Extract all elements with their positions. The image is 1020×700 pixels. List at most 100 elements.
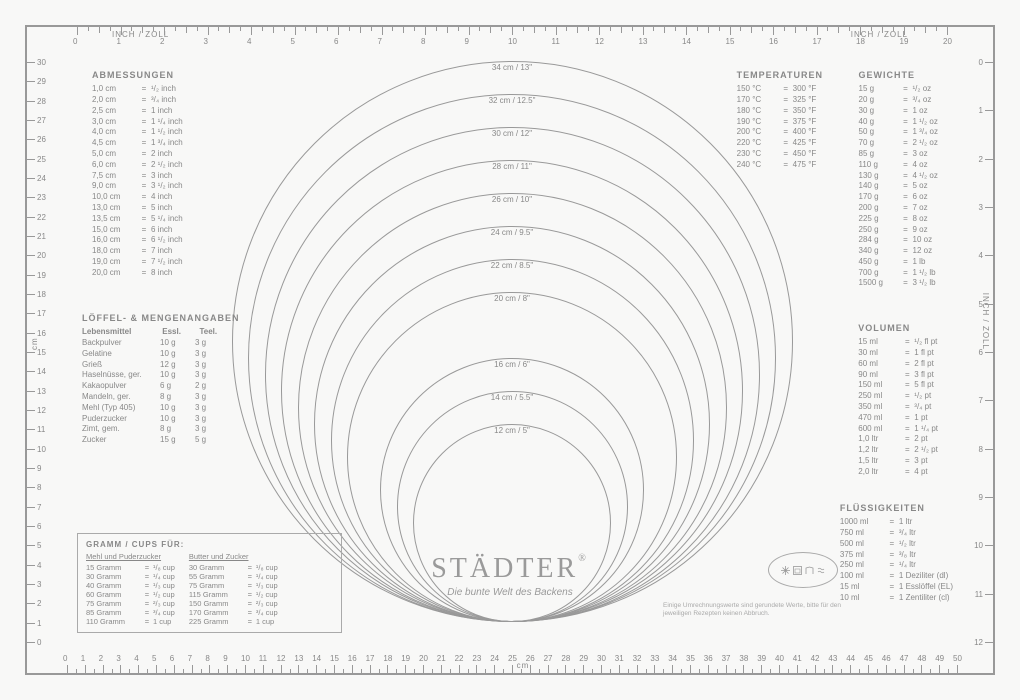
gramm-cups-box: GRAMM / CUPS FÜR: Mehl und Puderzucker 1…	[77, 533, 342, 633]
table-row: 15 ml=1 Esslöffel (EL)	[840, 582, 953, 593]
table-row: 30 Gramm=¹/₄ cup	[86, 572, 175, 581]
table-row: 150 Gramm=²/₃ cup	[189, 599, 278, 608]
ruler-bottom-num: 37	[722, 654, 731, 663]
table-row: 85 Gramm=³/₄ cup	[86, 608, 175, 617]
table-row: 284 g=10 oz	[859, 235, 939, 246]
table-row: 1,0 ltr=2 pt	[858, 434, 938, 445]
table-row: 1000 ml=1 ltr	[840, 517, 953, 528]
table-row: 200 g=7 oz	[859, 203, 939, 214]
ruler-left-num: 27	[37, 116, 46, 125]
table-row: 110 g=4 oz	[859, 160, 939, 171]
table-row: 500 ml=¹/₂ ltr	[840, 539, 953, 550]
ruler-left-num: 14	[37, 367, 46, 376]
circle-label: 14 cm / 5.5"	[491, 393, 533, 402]
ruler-top-num: 8	[421, 37, 425, 46]
ruler-left-num: 7	[37, 503, 41, 512]
ruler-right-num: 0	[979, 58, 983, 67]
table-row: 30 Gramm=¹/₈ cup	[189, 563, 278, 572]
ruler-bottom-num: 2	[99, 654, 103, 663]
ruler-bottom-num: 17	[366, 654, 375, 663]
table-row: 700 g=1 ¹/₂ lb	[859, 268, 939, 279]
table-row: 225 Gramm=1 cup	[189, 617, 278, 626]
table-row: 60 Gramm=¹/₂ cup	[86, 590, 175, 599]
table-row: 15 g=¹/₂ oz	[859, 84, 939, 95]
ruler-right-num: 10	[974, 541, 983, 550]
ruler-right-num: 12	[974, 638, 983, 647]
ruler-top-num: 0	[73, 37, 77, 46]
ruler-bottom-num: 3	[116, 654, 120, 663]
ruler-top-num: 1	[117, 37, 121, 46]
temperaturen-title: TEMPERATUREN	[737, 69, 823, 81]
ruler-bottom-num: 28	[561, 654, 570, 663]
circle-label: 26 cm / 10"	[492, 195, 532, 204]
fluessigkeiten-title: FLÜSSIGKEITEN	[840, 502, 953, 514]
ruler-bottom-num: 7	[188, 654, 192, 663]
ruler-left-num: 20	[37, 251, 46, 260]
ruler-top-num: 5	[291, 37, 295, 46]
ruler-left-num: 23	[37, 193, 46, 202]
circle-label: 34 cm / 13"	[492, 63, 532, 72]
ruler-top-num: 19	[900, 37, 909, 46]
microwave-icon	[817, 566, 826, 575]
footnote: Einige Umrechnungswerte sind gerundete W…	[663, 602, 853, 618]
table-row: 6,0 cm=2 ¹/₂ inch	[92, 160, 183, 171]
ruler-right-num: 7	[979, 396, 983, 405]
table-row: 170 g=6 oz	[859, 192, 939, 203]
table-row: 30 g=1 oz	[859, 106, 939, 117]
table-row: 140 g=5 oz	[859, 181, 939, 192]
table-row: 15,0 cm=6 inch	[92, 225, 183, 236]
ruler-top-num: 14	[682, 37, 691, 46]
ruler-bottom-num: 35	[686, 654, 695, 663]
gewichte-title: GEWICHTE	[859, 69, 939, 81]
ruler-top-num: 17	[813, 37, 822, 46]
ruler-left-num: 4	[37, 561, 41, 570]
loeffel-title: LÖFFEL- & MENGENANGABEN	[82, 312, 257, 324]
ruler-left-num: 15	[37, 348, 46, 357]
ruler-top-num: 4	[247, 37, 251, 46]
table-row: 1500 g=3 ¹/₂ lb	[859, 278, 939, 289]
brand: STÄDTER® Die bunte Welt des Backens	[431, 553, 589, 598]
ruler-bottom-num: 0	[63, 654, 67, 663]
ruler-bottom-num: 11	[259, 654, 267, 663]
ruler-top-num: 18	[856, 37, 865, 46]
table-row: 13,5 cm=5 ¹/₄ inch	[92, 214, 183, 225]
ruler-bottom-num: 33	[650, 654, 659, 663]
table-row: 2,0 cm=³/₄ inch	[92, 95, 183, 106]
table-row: 70 g=2 ¹/₂ oz	[859, 138, 939, 149]
table-row: 250 ml=¹/₂ pt	[858, 391, 938, 402]
table-row: Grieß12 g3 g	[82, 360, 257, 371]
table-row: 340 g=12 oz	[859, 246, 939, 257]
table-row: Zimt, gem.8 g3 g	[82, 424, 257, 435]
ruler-right-num: 4	[979, 251, 983, 260]
ruler-bottom-num: 8	[205, 654, 209, 663]
circle-label: 22 cm / 8.5"	[491, 261, 533, 270]
ruler-left-num: 8	[37, 483, 41, 492]
table-row: 60 ml=2 fl pt	[858, 359, 938, 370]
table-row: 2,5 cm=1 inch	[92, 106, 183, 117]
ruler-left-num: 25	[37, 155, 46, 164]
circle-label: 28 cm / 11"	[492, 162, 532, 171]
table-row: 110 Gramm=1 cup	[86, 617, 175, 626]
ruler-top-num: 2	[160, 37, 164, 46]
table-row: 375 ml=³/₈ ltr	[840, 550, 953, 561]
ruler-bottom-num: 27	[544, 654, 553, 663]
volumen-title: VOLUMEN	[858, 322, 938, 334]
ruler-right-num: 3	[979, 203, 983, 212]
ruler-bottom-num: 26	[526, 654, 535, 663]
ruler-bottom-num: 24	[490, 654, 499, 663]
ruler-bottom-num: 20	[419, 654, 428, 663]
ruler-left-num: 22	[37, 213, 46, 222]
table-row: 55 Gramm=¹/₄ cup	[189, 572, 278, 581]
ruler-left-num: 30	[37, 58, 46, 67]
ruler-left-num: 0	[37, 638, 41, 647]
table-row: 50 g=1 ³/₄ oz	[859, 127, 939, 138]
table-row: Kakaopulver6 g2 g	[82, 381, 257, 392]
ruler-left-num: 10	[37, 445, 46, 454]
table-row: 220 °C=425 °F	[737, 138, 823, 149]
ruler-bottom-num: 5	[152, 654, 156, 663]
circle-label: 30 cm / 12"	[492, 129, 532, 138]
table-row: 350 ml=³/₄ pt	[858, 402, 938, 413]
ruler-bottom-num: 34	[668, 654, 677, 663]
ruler-top-num: 7	[378, 37, 382, 46]
ruler-left-num: 6	[37, 522, 41, 531]
